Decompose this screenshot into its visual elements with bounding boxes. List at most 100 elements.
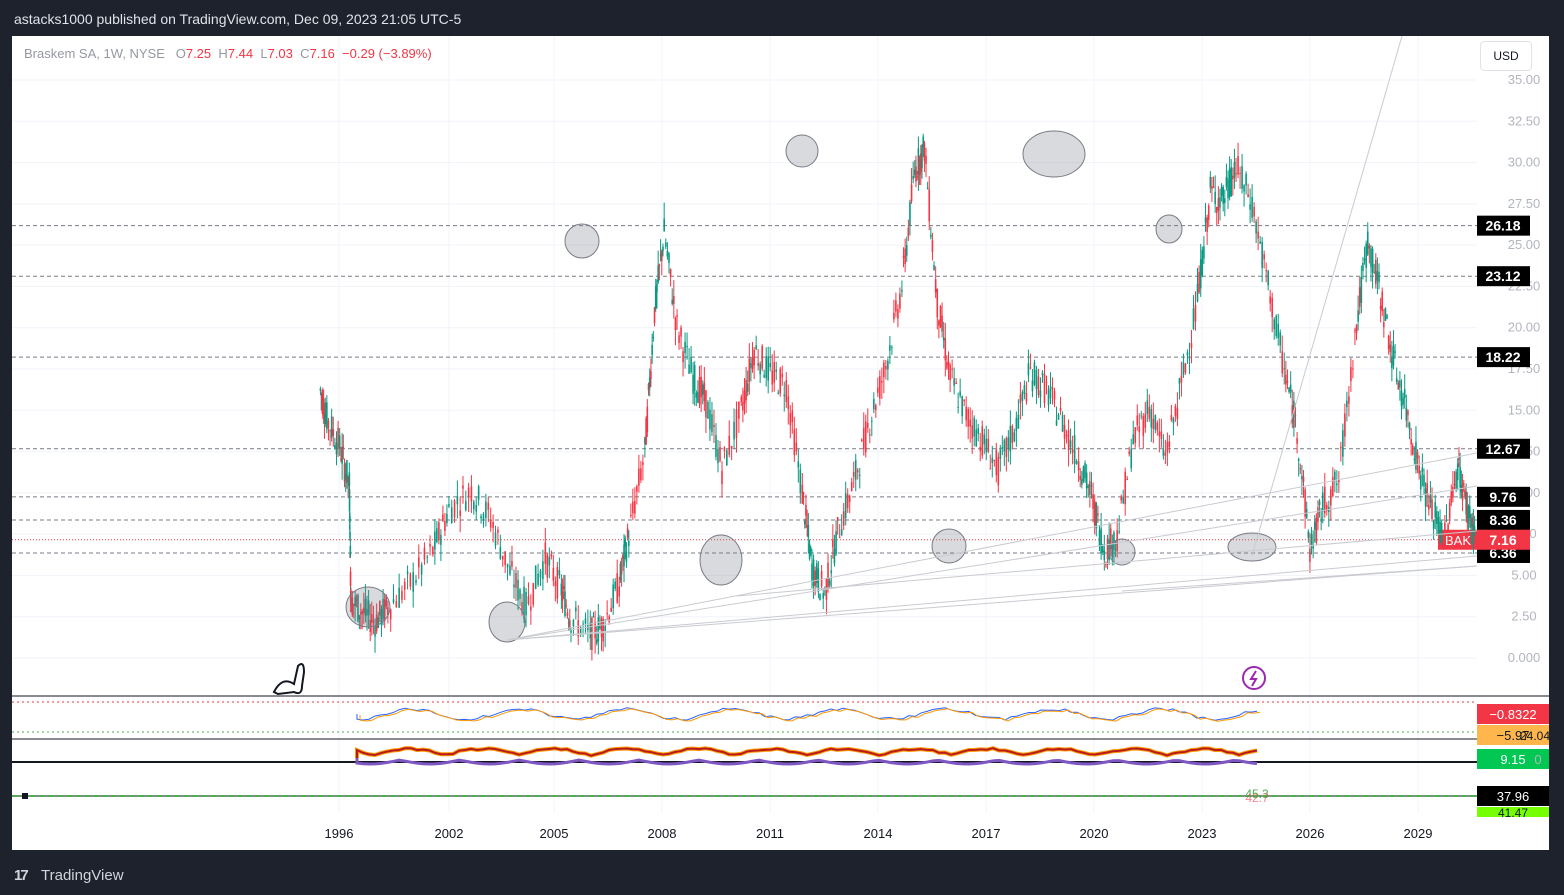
legend-high-value: 7.44 <box>227 46 254 61</box>
candle-body <box>930 234 932 238</box>
candle-body <box>1472 523 1475 544</box>
candle-body <box>1227 178 1229 199</box>
candle-body <box>1468 506 1471 519</box>
turning-point-marker[interactable] <box>564 223 600 259</box>
candle-body <box>936 288 939 318</box>
candle-body <box>806 524 808 528</box>
trend-line[interactable] <box>736 530 1478 597</box>
candle-body <box>669 268 672 277</box>
trend-line[interactable] <box>506 555 1478 641</box>
candle-body <box>915 166 917 182</box>
candle-body <box>1089 481 1091 495</box>
candle-body <box>1474 536 1477 538</box>
turning-point-marker[interactable] <box>1108 538 1136 566</box>
level-label: 9.76 <box>1489 489 1516 505</box>
candle-body <box>1134 427 1137 443</box>
turning-point-marker[interactable] <box>1022 130 1086 178</box>
candle-body <box>767 356 769 381</box>
candle-body <box>1105 563 1107 566</box>
candle-body <box>1063 424 1066 440</box>
candle-body <box>398 587 400 608</box>
candle-body <box>456 496 459 505</box>
candle-body <box>1166 441 1169 453</box>
candle-body <box>648 377 651 389</box>
turning-point-marker[interactable] <box>699 534 743 586</box>
candle-body <box>1301 475 1303 480</box>
candle-body <box>1172 418 1175 424</box>
candle-body <box>1368 245 1371 249</box>
price-chart-svg[interactable]: 1996 2002 2005 2008 2011 2014 2017 2020 2023 2026… <box>12 36 1549 850</box>
trend-line[interactable] <box>1251 36 1403 557</box>
candle-body <box>822 592 825 599</box>
trend-line[interactable] <box>506 452 1478 641</box>
candle-body <box>470 486 473 502</box>
oscillator-3-second-value-bg <box>1477 807 1549 817</box>
candle-body <box>887 360 889 370</box>
candle-body <box>1150 409 1153 428</box>
candle-body <box>357 594 359 622</box>
candle-body <box>1415 441 1417 470</box>
price-label: 7.16 <box>1489 532 1516 548</box>
candle-body <box>811 563 813 582</box>
turning-point-marker[interactable] <box>345 586 391 628</box>
candle-body <box>562 586 565 590</box>
candle-body <box>651 344 653 355</box>
level-label-bg <box>1477 347 1530 368</box>
trend-line[interactable] <box>506 485 1478 641</box>
candle-body <box>1198 271 1200 293</box>
candle-body <box>1277 323 1280 339</box>
candle-body <box>1408 422 1411 430</box>
candle-body <box>473 501 475 510</box>
candle-body <box>919 153 922 172</box>
x-tick-label: 2029 <box>1404 826 1433 841</box>
currency-button[interactable]: USD <box>1480 41 1532 71</box>
candle-body <box>1452 486 1454 498</box>
candle-body <box>947 361 950 366</box>
candle-body <box>440 534 442 545</box>
trend-line[interactable] <box>506 565 1478 641</box>
candle-body <box>606 612 608 615</box>
candle-body <box>807 524 810 538</box>
candle-body <box>985 438 988 453</box>
candle-body <box>1293 400 1295 428</box>
candle-body <box>881 380 883 383</box>
trend-line[interactable] <box>1121 565 1478 592</box>
candle-body <box>616 573 618 603</box>
candle-body <box>511 561 513 567</box>
candle-body <box>1013 432 1016 442</box>
candle-body <box>742 402 744 411</box>
candle-body <box>852 471 855 477</box>
turning-point-marker[interactable] <box>1227 532 1277 562</box>
candle-body <box>623 544 625 567</box>
candle-body <box>975 429 978 447</box>
candle-body <box>850 482 853 492</box>
candle-body <box>692 374 694 394</box>
candle-body <box>1399 380 1401 388</box>
candle-body <box>1403 389 1406 398</box>
candle-body <box>1366 231 1369 255</box>
candle-body <box>324 413 327 425</box>
candle-body <box>1120 496 1122 501</box>
candle-body <box>1211 186 1213 189</box>
candle-body <box>991 457 994 464</box>
candle-body <box>446 513 448 524</box>
turning-point-marker[interactable] <box>488 601 526 643</box>
turning-point-marker[interactable] <box>785 134 819 168</box>
candle-body <box>1136 415 1139 425</box>
candle-body <box>1381 291 1384 312</box>
oscillator-3-value-bg <box>1477 786 1549 806</box>
candle-body <box>1304 489 1306 517</box>
candle-body <box>738 401 740 419</box>
candle-body <box>909 201 911 226</box>
candle-body <box>1346 400 1348 408</box>
flash-icon[interactable] <box>1242 666 1266 690</box>
chart-area[interactable]: 1996 2002 2005 2008 2011 2014 2017 2020 2023 2026… <box>12 36 1549 850</box>
candle-body <box>366 608 368 616</box>
turning-point-marker[interactable] <box>931 528 967 564</box>
turning-point-marker[interactable] <box>1155 214 1183 244</box>
candle-body <box>1355 324 1358 334</box>
candle-body <box>1378 271 1380 283</box>
candle-body <box>695 392 698 398</box>
level-label-bg <box>1477 438 1530 459</box>
candle-body <box>1235 173 1237 175</box>
